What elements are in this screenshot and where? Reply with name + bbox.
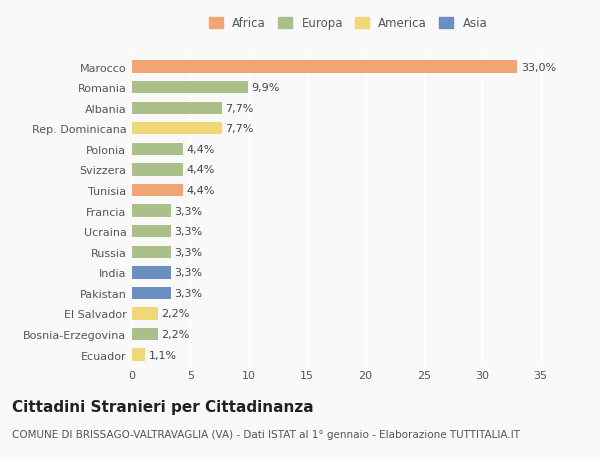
Bar — [132, 267, 170, 279]
Bar — [132, 328, 158, 341]
Legend: Africa, Europa, America, Asia: Africa, Europa, America, Asia — [209, 17, 487, 30]
Text: 4,4%: 4,4% — [187, 145, 215, 155]
Text: 3,3%: 3,3% — [174, 288, 202, 298]
Bar — [132, 205, 170, 217]
Bar — [132, 143, 184, 156]
Bar — [132, 82, 248, 94]
Bar — [132, 102, 222, 115]
Text: 3,3%: 3,3% — [174, 227, 202, 237]
Text: 2,2%: 2,2% — [161, 330, 190, 339]
Bar — [132, 349, 145, 361]
Bar — [132, 61, 517, 73]
Text: COMUNE DI BRISSAGO-VALTRAVAGLIA (VA) - Dati ISTAT al 1° gennaio - Elaborazione T: COMUNE DI BRISSAGO-VALTRAVAGLIA (VA) - D… — [12, 429, 520, 439]
Bar — [132, 246, 170, 258]
Text: 7,7%: 7,7% — [226, 103, 254, 113]
Bar — [132, 308, 158, 320]
Text: 3,3%: 3,3% — [174, 247, 202, 257]
Text: 33,0%: 33,0% — [521, 62, 556, 73]
Bar — [132, 123, 222, 135]
Text: Cittadini Stranieri per Cittadinanza: Cittadini Stranieri per Cittadinanza — [12, 399, 314, 414]
Bar — [132, 185, 184, 197]
Text: 4,4%: 4,4% — [187, 185, 215, 196]
Bar — [132, 287, 170, 299]
Text: 3,3%: 3,3% — [174, 268, 202, 278]
Bar — [132, 164, 184, 176]
Text: 4,4%: 4,4% — [187, 165, 215, 175]
Text: 2,2%: 2,2% — [161, 309, 190, 319]
Bar — [132, 225, 170, 238]
Text: 3,3%: 3,3% — [174, 206, 202, 216]
Text: 1,1%: 1,1% — [148, 350, 176, 360]
Text: 7,7%: 7,7% — [226, 124, 254, 134]
Text: 9,9%: 9,9% — [251, 83, 280, 93]
